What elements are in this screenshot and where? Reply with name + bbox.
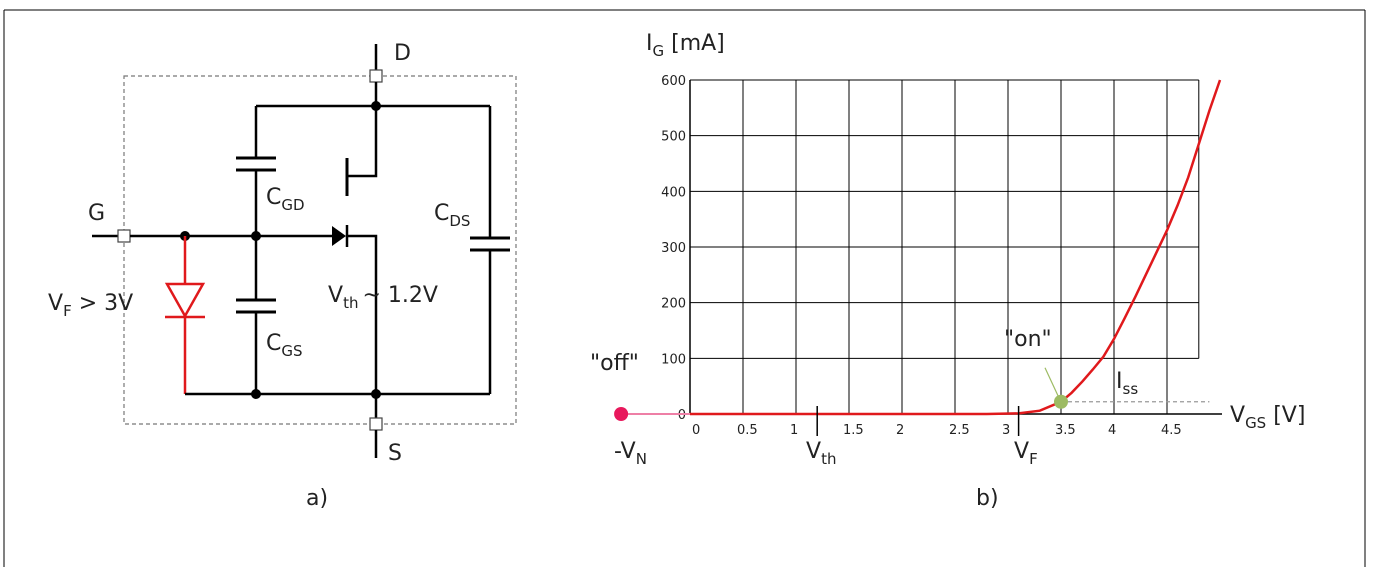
zener-diode bbox=[164, 282, 206, 319]
gate-node-caps bbox=[251, 231, 261, 241]
source-node-cap bbox=[251, 389, 261, 399]
cds-label: CDS bbox=[434, 201, 470, 230]
off-label: "off" bbox=[590, 351, 639, 376]
x-tick-label: 1 bbox=[790, 423, 798, 438]
y-tick-label: 100 bbox=[661, 352, 686, 367]
x-axis-label: VGS [V] bbox=[1230, 403, 1305, 432]
y-tick-label: 500 bbox=[661, 130, 686, 145]
x-tick-labels: 0 0.5 1 1.5 2 2.5 3 3.5 4 4.5 bbox=[692, 423, 1182, 438]
circuit-diagram: D CGD CGS G Vth ~ 1.2V bbox=[48, 41, 517, 511]
cgd-label: CGD bbox=[266, 185, 305, 214]
vth-marker-label: Vth bbox=[806, 439, 836, 468]
source-terminal bbox=[369, 417, 383, 431]
y-tick-label: 400 bbox=[661, 185, 686, 200]
y-tick-label: 200 bbox=[661, 297, 686, 312]
on-label: "on" bbox=[1004, 327, 1052, 352]
x-tick-label: 1.5 bbox=[843, 423, 864, 438]
y-tick-label: 600 bbox=[661, 74, 686, 89]
chart-grid bbox=[689, 79, 1222, 415]
source-to-channel bbox=[347, 234, 378, 394]
x-tick-label: 0.5 bbox=[737, 423, 758, 438]
gate-junction-diode bbox=[332, 226, 346, 246]
neg-vn-label: -VN bbox=[614, 439, 647, 468]
y-tick-label: 300 bbox=[661, 241, 686, 256]
on-leader-line bbox=[1044, 367, 1059, 397]
x-tick-label: 3.5 bbox=[1055, 423, 1076, 438]
x-tick-label: 0 bbox=[692, 423, 700, 438]
on-point bbox=[1054, 394, 1068, 409]
y-tick-labels: 0 100 200 300 400 500 600 bbox=[661, 74, 686, 423]
panel-a-label: a) bbox=[306, 486, 328, 511]
x-tick-label: 2.5 bbox=[949, 423, 970, 438]
y-tick-label: 0 bbox=[678, 408, 686, 423]
off-point bbox=[614, 407, 629, 421]
panel-b-label: b) bbox=[976, 486, 999, 511]
vf-marker-label: VF bbox=[1014, 439, 1038, 468]
x-tick-label: 2 bbox=[896, 423, 904, 438]
x-tick-label: 4.5 bbox=[1161, 423, 1182, 438]
gate-terminal bbox=[117, 229, 131, 243]
device-package-outline bbox=[123, 75, 517, 425]
x-tick-label: 3 bbox=[1002, 423, 1010, 438]
drain-label: D bbox=[394, 41, 411, 66]
x-tick-label: 4 bbox=[1108, 423, 1116, 438]
gate-current-chart: 0 0.5 1 1.5 2 2.5 3 3.5 4 4.5 0 100 200 300 400 500 600… bbox=[590, 31, 1305, 511]
iss-label: Iss bbox=[1116, 369, 1138, 398]
cgs-label: CGS bbox=[266, 331, 303, 360]
vf-label: VF > 3V bbox=[48, 291, 133, 320]
vth-label: Vth ~ 1.2V bbox=[328, 283, 438, 312]
series-line bbox=[690, 79, 1222, 416]
source-label: S bbox=[388, 441, 402, 466]
drain-to-channel bbox=[347, 106, 378, 178]
drain-terminal bbox=[369, 69, 383, 83]
y-axis-label: IG [mA] bbox=[646, 31, 725, 60]
gate-label: G bbox=[88, 201, 105, 226]
